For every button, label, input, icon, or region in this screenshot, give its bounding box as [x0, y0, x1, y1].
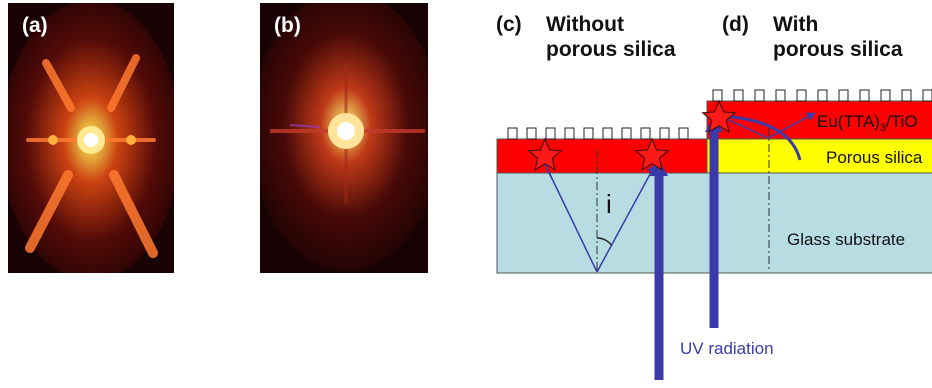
panel-d-title-line2: porous silica: [773, 38, 903, 61]
emission-star: [634, 137, 670, 172]
photo-a: [8, 3, 174, 273]
photo-b: [260, 3, 428, 273]
glass-substrate-label: Glass substrate: [787, 230, 905, 249]
uv-radiation-label: UV radiation: [680, 339, 774, 358]
emission-star: [701, 99, 737, 134]
porous-silica-label: Porous silica: [826, 148, 923, 167]
panel-c-title-line1: Without: [546, 13, 624, 36]
emission-star: [527, 137, 563, 172]
panel-label-a: (a): [22, 14, 48, 37]
film-layer-without: [496, 138, 708, 174]
film-layer-label: Eu(TTA)3/TiO: [817, 112, 918, 134]
panel-label-d: (d): [722, 13, 749, 36]
panel-label-c: (c): [496, 13, 522, 36]
porous-silica-layer: [706, 138, 932, 174]
panel-c-title-line2: porous silica: [546, 38, 676, 61]
panel-label-b: (b): [274, 14, 301, 37]
angle-label: i: [606, 189, 612, 219]
panel-d-title-line1: With: [773, 13, 819, 36]
